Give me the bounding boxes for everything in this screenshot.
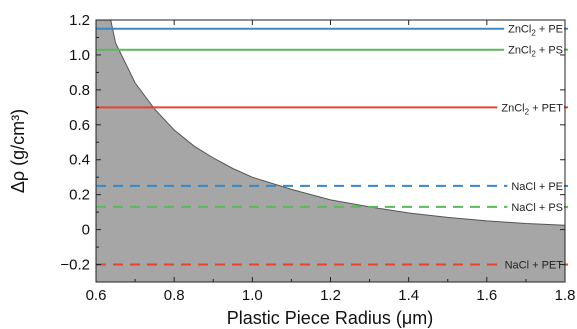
y-tick-label: −0.2 [60, 257, 90, 274]
y-tick-label: 1.0 [69, 47, 90, 64]
x-tick-label: 1.6 [476, 287, 497, 304]
series-label: ZnCl2 + PS [508, 45, 563, 59]
boundary-region [96, 20, 565, 282]
x-tick-label: 0.8 [164, 287, 185, 304]
y-tick-label: 0 [82, 222, 90, 239]
series-label: NaCl + PET [505, 260, 564, 272]
boundary-curve [110, 20, 565, 226]
y-tick-label: 0.4 [69, 152, 90, 169]
y-tick-label: 1.2 [69, 12, 90, 29]
x-tick-label: 1.0 [242, 287, 263, 304]
series-label: ZnCl2 + PE [508, 24, 563, 38]
x-tick-label: 1.2 [320, 287, 341, 304]
x-axis-label: Plastic Piece Radius (μm) [227, 308, 433, 328]
y-tick-label: 0.6 [69, 117, 90, 134]
y-tick-label: 0.2 [69, 187, 90, 204]
x-tick-label: 1.8 [555, 287, 576, 304]
y-tick-label: 0.8 [69, 82, 90, 99]
x-tick-label: 1.4 [398, 287, 419, 304]
x-tick-label: 0.6 [86, 287, 107, 304]
series-label: ZnCl2 + PET [501, 102, 563, 116]
series-label: NaCl + PE [511, 181, 563, 193]
y-axis-label: Δρ (g/cm³) [8, 109, 28, 193]
series-label: NaCl + PS [511, 202, 563, 214]
